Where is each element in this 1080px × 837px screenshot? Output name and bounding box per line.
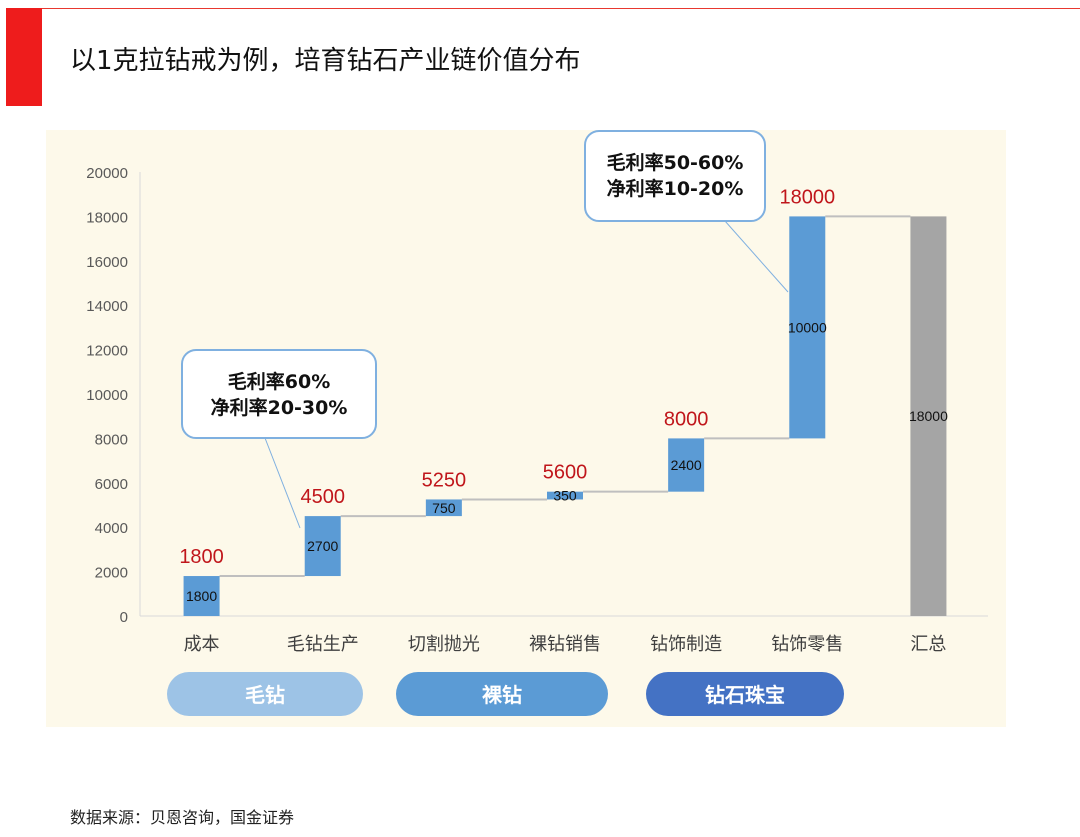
y-tick-label: 8000 [95,431,128,448]
y-tick-label: 2000 [95,565,128,582]
x-tick-label: 切割抛光 [408,634,480,655]
bar-data-label: 18000 [909,408,948,424]
callout-text: 毛利率60% [228,370,330,393]
cumulative-label: 18000 [779,186,835,208]
y-tick-label: 0 [120,609,128,626]
x-tick-label: 钻饰制造 [650,634,722,655]
bar-data-label: 1800 [186,588,217,604]
x-tick-label: 裸钻销售 [529,634,601,655]
x-tick-label: 钻饰零售 [771,634,843,655]
bar [304,516,341,577]
cumulative-label: 5250 [422,469,467,491]
bar-data-label: 2700 [307,538,338,554]
header-accent [6,8,42,106]
y-tick-label: 18000 [86,209,128,226]
y-tick-label: 4000 [95,520,128,537]
group-pill [396,672,608,716]
source-note: 数据来源：贝恩咨询，国金证券 [70,808,295,827]
group-pill-label: 钻石珠宝 [705,683,785,707]
bar [668,438,705,492]
group-pill-label: 毛钻 [245,683,285,707]
group-pill-label: 裸钻 [482,683,522,707]
bar [789,216,826,439]
bar-data-label: 2400 [671,457,702,473]
header-rule [42,8,1080,9]
group-pill [167,672,363,716]
bar [547,491,583,500]
cumulative-label: 4500 [300,486,345,508]
y-tick-label: 12000 [86,343,128,360]
x-tick-label: 汇总 [910,634,946,655]
callout-box [181,349,377,439]
callout-box [584,130,766,222]
bar-data-label: 750 [432,500,456,516]
callout-pointer [724,220,789,293]
callout-text: 净利率20-30% [211,396,348,419]
y-tick-label: 16000 [86,254,128,271]
callout-text: 毛利率50-60% [607,151,744,174]
page-title: 以1克拉钻戒为例，培育钻石产业链价值分布 [70,46,581,76]
group-pill [646,672,844,716]
y-tick-label: 14000 [86,298,128,315]
x-tick-label: 毛钻生产 [287,634,359,655]
bar [183,576,220,616]
x-tick-label: 成本 [184,634,220,655]
callout-pointer [264,437,301,529]
bar [425,499,462,517]
y-tick-label: 10000 [86,387,128,404]
cumulative-label: 1800 [179,546,224,568]
bar [910,216,947,616]
cumulative-label: 8000 [664,408,709,430]
bar-data-label: 350 [553,488,577,504]
callout-text: 净利率10-20% [607,177,744,200]
bar-data-label: 10000 [788,319,827,335]
y-tick-label: 20000 [86,165,128,182]
y-tick-label: 6000 [95,476,128,493]
cumulative-label: 5600 [543,462,588,484]
